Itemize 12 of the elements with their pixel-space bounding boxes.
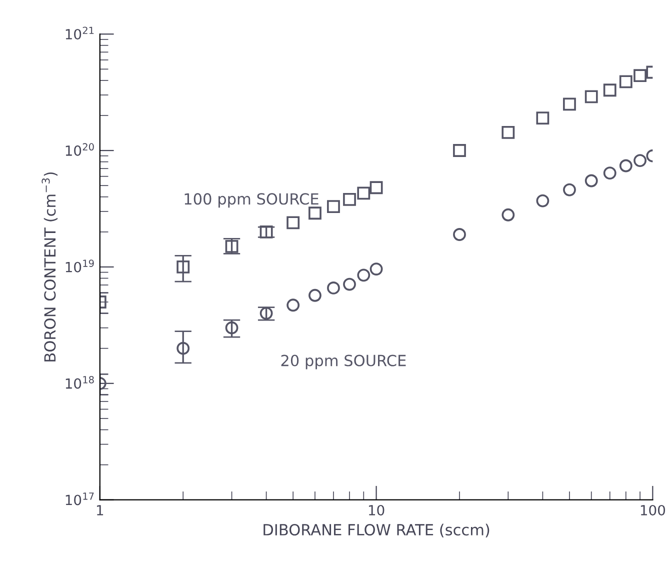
x-tick-label: 10 [368,504,384,516]
y-axis-title: BORON CONTENT (cm$^{−3}$) [42,172,58,362]
text: 20 ppm SOURCE [281,354,406,370]
y-tick-label: 10$^{20}$ [66,143,94,156]
y-tick-label: 10$^{18}$ [66,376,94,389]
x-tick-label: 1 [97,505,104,516]
x-tick-label: 100 [640,504,666,516]
x-axis-title: DIBORANE FLOW RATE (sccm) [264,524,490,538]
series-label: 100 ppm SOURCE [184,193,318,208]
y-tick-label: 10$^{17}$ [66,492,94,506]
y-tick-label: 10$^{19}$ [66,260,94,272]
y-tick-label: 10$^{21}$ [66,26,94,40]
